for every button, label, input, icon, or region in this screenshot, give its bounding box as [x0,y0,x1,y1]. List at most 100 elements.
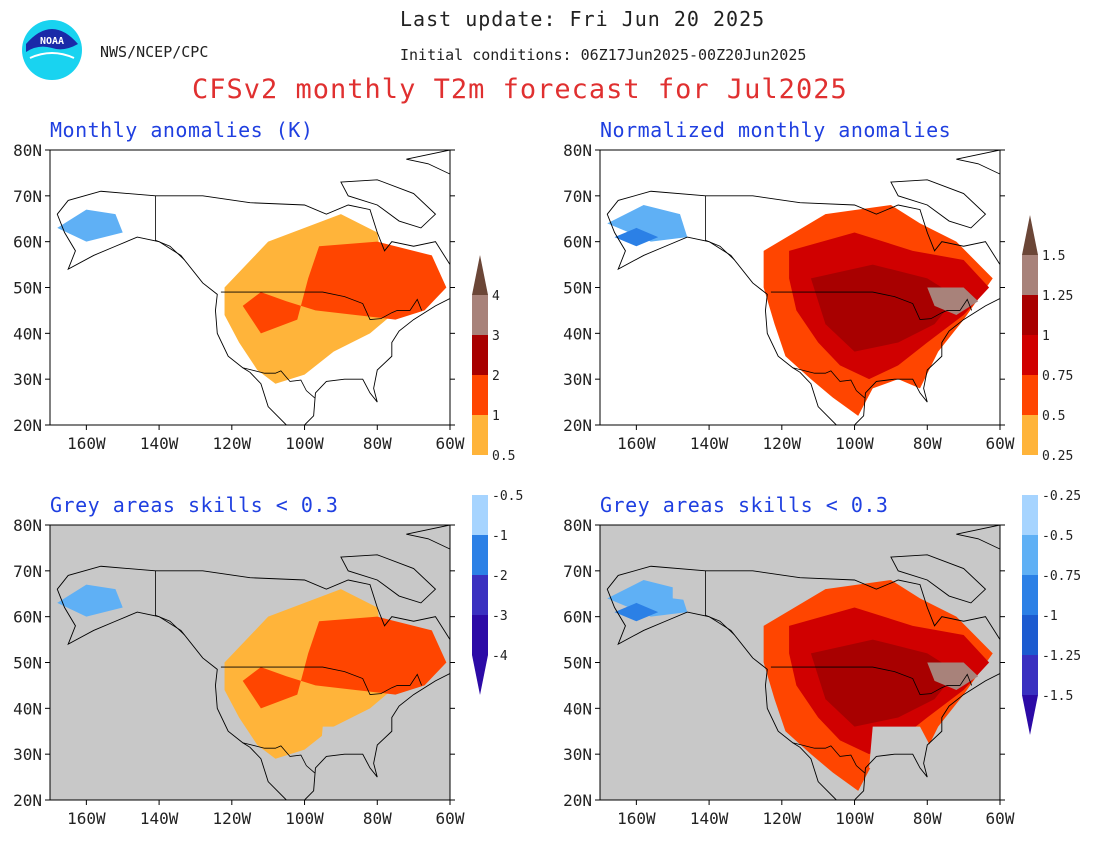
colorbar-label: 0.5 [1042,409,1065,424]
main-title: CFSv2 monthly T2m forecast for Jul2025 [192,74,848,105]
coastline [606,565,1000,800]
coastline [890,179,987,229]
map-panel-4: 80N 70N 60N 50N 40N 30N 20N 160W 140W 120W 100W 80W… [563,516,1015,828]
country-border [155,195,185,261]
colorbar-label: -0.25 [1042,489,1081,504]
country-border [770,666,973,696]
lat-tick-label: 40N [563,324,592,343]
anomaly-region [614,227,659,247]
country-border [705,195,735,261]
lon-tick-label: 120W [213,434,252,453]
anomaly-region [789,607,990,755]
lat-tick-label: 70N [13,187,42,206]
anomaly-region [57,584,123,617]
colorbar-bin [472,375,488,415]
coastline [606,190,1000,425]
anomaly-region [242,616,447,709]
lon-tick-label: 160W [67,434,106,453]
anomaly-region [763,580,993,791]
anomaly-region [607,205,688,242]
lon-tick-label: 100W [835,809,874,828]
lat-tick-label: 70N [563,187,592,206]
anomaly-region [927,287,979,315]
colorbar-label: 0.25 [1042,449,1073,464]
colorbar-arrow-top [472,255,488,295]
lat-tick-label: 30N [563,370,592,389]
colorbar-bin [472,295,488,335]
anomaly-region [224,214,392,384]
lon-tick-label: 60W [986,434,1015,453]
lon-tick-label: 80W [363,434,392,453]
colorbar-bin [1022,335,1038,375]
country-border [242,742,315,774]
coastline [890,554,987,604]
lat-tick-label: 80N [563,516,592,535]
colorbar-label: 2 [492,369,500,384]
country-border [792,742,865,774]
lon-tick-label: 80W [363,809,392,828]
colorbar-bin [1022,535,1038,575]
lon-tick-label: 120W [213,809,252,828]
colorbar-label: 3 [492,329,500,344]
lat-tick-label: 80N [13,141,42,160]
colorbar-bin [472,615,488,655]
country-border [770,291,973,321]
colorbar-bin [1022,575,1038,615]
colorbar-anomalies: 4 3 2 1 0.5 -0.5 -1 -2 -3 -4 [472,255,523,695]
map-panel-1: 80N 70N 60N 50N 40N 30N 20N 160W 140W 120W 100W 80W… [13,141,465,453]
coastline [956,150,1000,175]
lat-tick-label: 50N [13,654,42,673]
map-frame [599,149,1001,426]
colorbar-bin [1022,375,1038,415]
lon-tick-label: 160W [617,809,656,828]
coastline [406,525,450,550]
colorbar-bin [1022,615,1038,655]
lon-tick-label: 100W [285,434,324,453]
colorbar-arrow-bottom [1022,695,1038,735]
last-update-text: Last update: Fri Jun 20 2025 [400,7,766,31]
colorbar-normalized: 1.5 1.25 1 0.75 0.5 0.25 -0.25 -0.5 -0.75 -1 -1.25… [1022,215,1081,735]
map-panel-3: 80N 70N 60N 50N 40N 30N 20N 160W 140W 120W 100W 80W… [13,516,465,828]
anomaly-region [789,232,990,380]
anomaly-region [927,662,979,690]
lat-tick-label: 30N [13,745,42,764]
colorbar-bin [1022,495,1038,535]
colorbar-label: 0.5 [492,449,515,464]
map-frame [49,524,451,801]
lat-tick-label: 70N [563,562,592,581]
lat-tick-label: 20N [13,416,42,435]
colorbar-arrow-bottom [472,655,488,695]
lat-tick-label: 70N [13,562,42,581]
panel-title-anomalies: Monthly anomalies (K) [50,118,314,142]
colorbar-bin [1022,415,1038,455]
lon-tick-label: 140W [690,434,729,453]
country-border [220,666,423,696]
colorbar-label: 4 [492,289,500,304]
colorbar-bin [472,535,488,575]
lon-tick-label: 80W [913,809,942,828]
lat-tick-label: 50N [563,279,592,298]
coastline [956,525,1000,550]
colorbar-label: 1 [492,409,500,424]
lat-tick-label: 60N [563,608,592,627]
colorbar-bin [472,495,488,535]
lat-tick-label: 50N [563,654,592,673]
colorbar-label: -0.5 [492,489,523,504]
lat-tick-label: 20N [13,791,42,810]
lon-tick-label: 60W [986,809,1015,828]
lon-tick-label: 120W [763,809,802,828]
colorbar-label: -0.5 [1042,529,1073,544]
svg-text:NOAA: NOAA [40,36,64,47]
colorbar-bin [472,335,488,375]
anomaly-region [607,580,688,617]
lon-tick-label: 140W [140,809,179,828]
lat-tick-label: 40N [563,699,592,718]
coastline [340,179,437,229]
colorbar-label: -2 [492,569,508,584]
country-border [792,367,865,399]
colorbar-label: -0.75 [1042,569,1081,584]
lat-tick-label: 50N [13,279,42,298]
noaa-logo-icon: NOAA [22,20,82,80]
colorbar-bin [472,575,488,615]
lon-tick-label: 140W [140,434,179,453]
